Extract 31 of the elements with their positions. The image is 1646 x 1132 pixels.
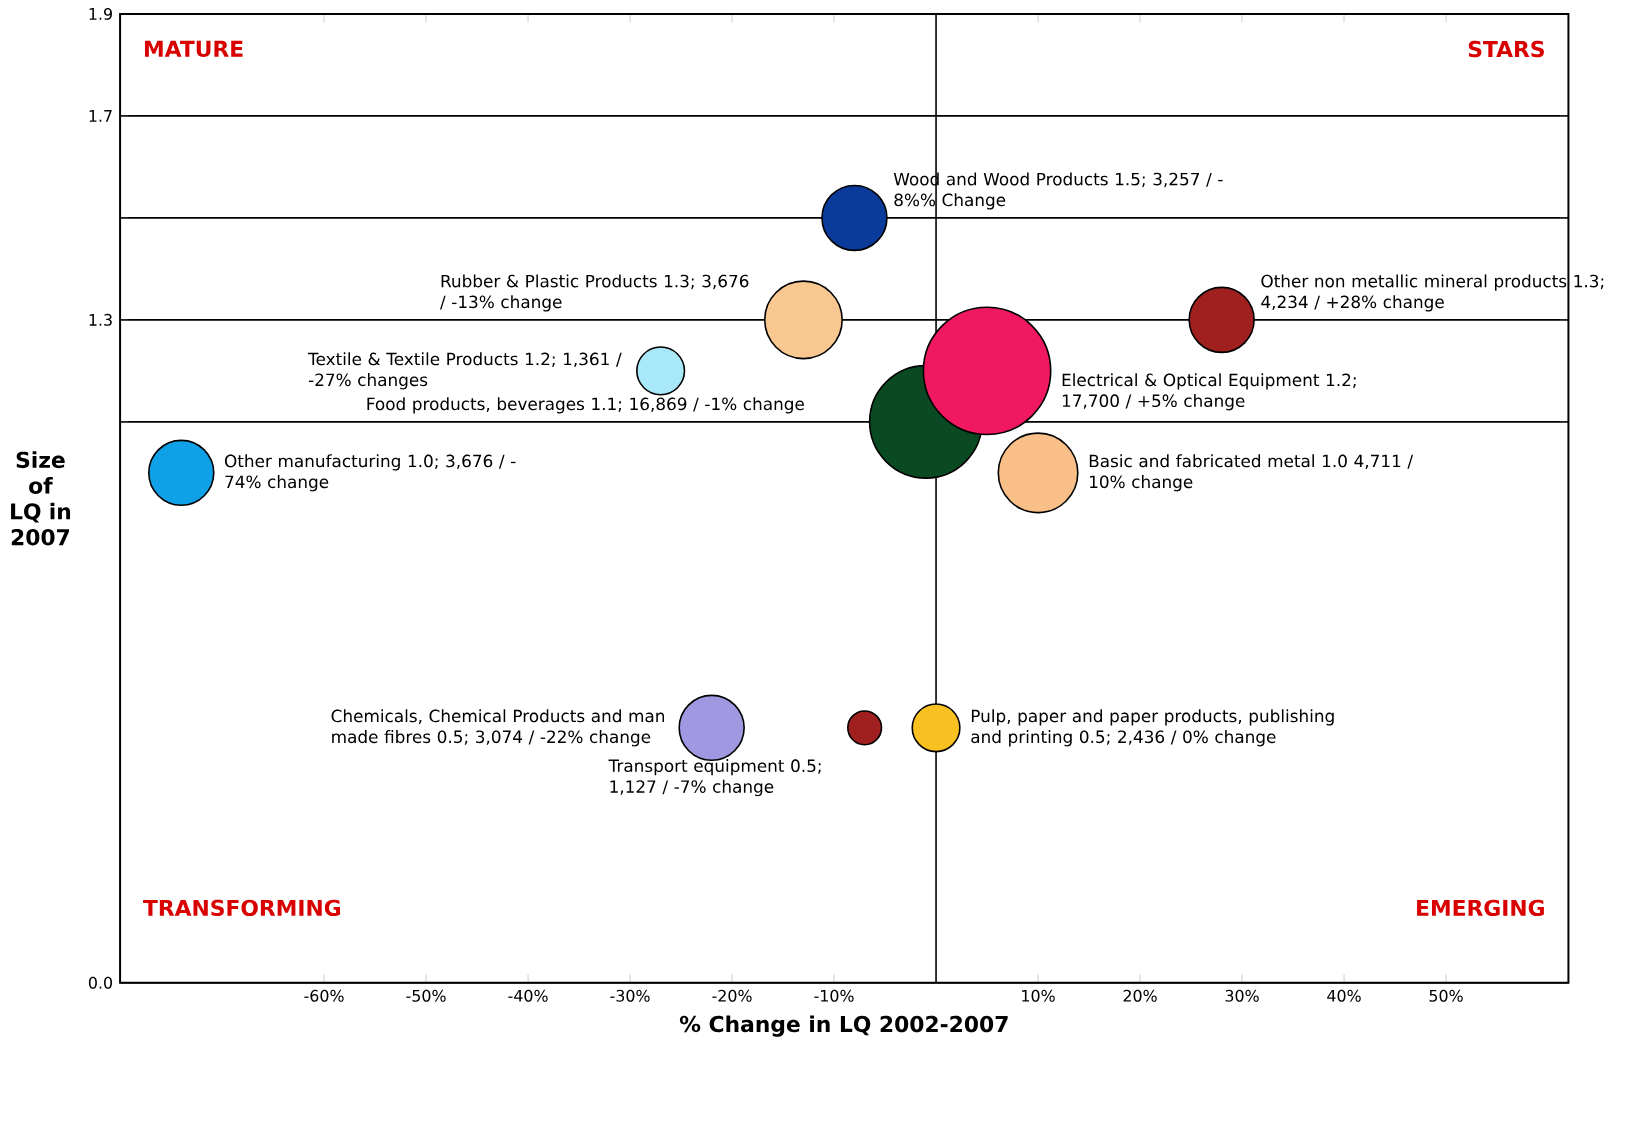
y-axis-title: Size of LQ in 2007 (11, 451, 71, 546)
annotation: Basic and fabricated metal 1.0 4,711 / 10% change (1089, 454, 1414, 492)
x-tick-label: -20% (712, 989, 752, 1002)
x-tick-label: -60% (304, 989, 344, 1002)
x-tick-label: 40% (1327, 989, 1361, 1002)
x-tick-label: 30% (1225, 989, 1259, 1002)
annotation: Textile & Textile Products 1.2; 1,361 / -27% changes (308, 352, 622, 390)
annotation: Electrical & Optical Equipment 1.2; 17,700 / +5% change (1062, 373, 1356, 411)
x-axis-title: % Change in LQ 2002-2007 (679, 1015, 1008, 1037)
annotation: TRANSFORMING (143, 899, 341, 917)
y-tick-label: 0.0 (88, 976, 113, 989)
x-tick-label: 50% (1429, 989, 1463, 1002)
annotation: Pulp, paper and paper products, publishing and printing 0.5; 2,436 / 0% change (971, 709, 1334, 747)
x-tick-label: -40% (508, 989, 548, 1002)
annotation: Rubber & Plastic Products 1.3; 3,676 / -13% change (439, 274, 749, 312)
annotation: Food products, beverages 1.1; 16,869 / -1% change (367, 397, 804, 414)
y-tick-label: 1.7 (89, 110, 112, 122)
annotation: STARS (1468, 40, 1544, 58)
x-tick-label: 10% (1022, 989, 1055, 1002)
annotation: EMERGING (1417, 899, 1544, 917)
annotation: Transport equipment 0.5; 1,127 / -7% change (608, 759, 821, 797)
x-tick-label: 20% (1123, 989, 1157, 1002)
x-tick-label: -50% (406, 989, 446, 1002)
y-tick-label: 1.9 (89, 7, 112, 20)
y-tick-label: 1.3 (89, 313, 112, 326)
annotation: Other manufacturing 1.0; 3,676 / -74% change (224, 454, 516, 492)
annotation: MATURE (144, 40, 243, 58)
x-tick-label: -30% (610, 989, 650, 1002)
annotation: Chemicals, Chemical Products and man made fibres 0.5; 3,074 / -22% change (331, 709, 665, 747)
x-tick-label: -10% (814, 989, 854, 1002)
annotation: Other non metallic mineral products 1.3; 4,234 / +28% change (1261, 274, 1604, 312)
